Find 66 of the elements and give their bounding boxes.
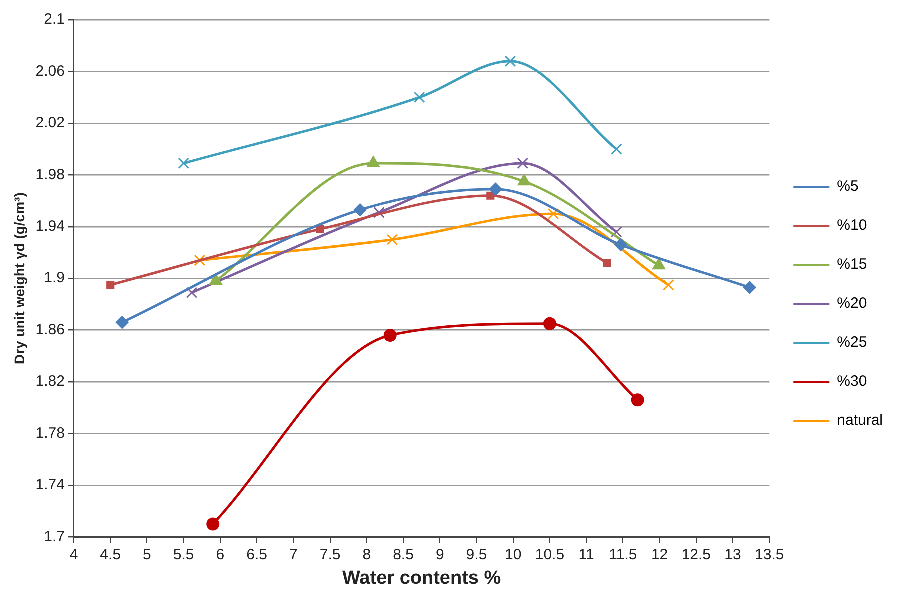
- y-tick-label: 1.78: [36, 424, 65, 442]
- point: [186, 287, 198, 299]
- point: [610, 144, 622, 155]
- x-tick-label: 13: [724, 546, 742, 564]
- legend-label: %20: [837, 295, 868, 312]
- point: [743, 281, 756, 294]
- x-tick-label: 7.5: [320, 546, 341, 564]
- x-tick-label: 9: [436, 546, 444, 564]
- point: [206, 518, 220, 531]
- y-tick-label: 1.98: [36, 166, 65, 184]
- x-tick-label: 10: [505, 546, 522, 564]
- x-axis-title: Water contents %: [342, 568, 502, 589]
- legend-label: %30: [837, 373, 868, 390]
- x-tick-label: 7: [290, 546, 298, 564]
- legend-label: %10: [837, 217, 868, 234]
- y-tick-label: 1.7: [44, 528, 65, 546]
- legend-label: %5: [837, 178, 859, 196]
- point: [603, 259, 612, 268]
- point: [543, 317, 556, 330]
- y-tick-label: 2.1: [44, 11, 65, 28]
- x-tick-label: 4: [70, 546, 78, 564]
- x-tick-label: 5.5: [173, 546, 194, 564]
- point: [374, 206, 386, 218]
- y-tick-label: 2.06: [36, 62, 65, 80]
- point: [384, 328, 397, 342]
- x-tick-label: 11: [578, 546, 594, 564]
- y-tick-label: 1.74: [36, 476, 65, 494]
- point: [386, 234, 398, 246]
- x-tick-label: 12: [651, 546, 668, 564]
- legend-label: %25: [837, 334, 868, 352]
- point: [486, 192, 495, 200]
- point: [517, 158, 529, 170]
- x-tick-label: 12.5: [682, 546, 712, 564]
- point: [354, 204, 367, 217]
- point: [504, 56, 516, 68]
- y-tick-label: 1.86: [36, 321, 65, 338]
- point: [548, 208, 560, 220]
- point: [316, 225, 324, 234]
- x-tick-label: 13.5: [755, 546, 784, 564]
- y-tick-label: 2.02: [36, 114, 65, 132]
- x-tick-label: 5: [143, 546, 152, 564]
- y-tick-label: 1.94: [36, 218, 65, 236]
- y-axis-title: Dry unit weight γd (g/cm³): [11, 192, 28, 365]
- point: [631, 394, 644, 407]
- x-tick-label: 4.5: [100, 546, 122, 564]
- point: [614, 238, 628, 252]
- point: [662, 279, 674, 291]
- point: [106, 281, 115, 290]
- point: [610, 226, 622, 238]
- x-tick-label: 6: [216, 546, 225, 564]
- y-tick-label: 1.82: [36, 373, 65, 390]
- x-tick-label: 8: [362, 546, 372, 564]
- point: [116, 316, 129, 330]
- legend-label: natural: [837, 412, 884, 430]
- point: [489, 182, 502, 196]
- point: [414, 92, 426, 104]
- x-tick-label: 6.5: [246, 546, 268, 564]
- x-tick-label: 8.5: [393, 546, 414, 564]
- point: [366, 156, 380, 168]
- x-tick-label: 11.5: [609, 546, 638, 564]
- legend-label: %15: [837, 256, 868, 274]
- y-tick-label: 1.9: [44, 270, 65, 287]
- x-tick-label: 10.5: [535, 546, 565, 564]
- x-tick-label: 9.5: [466, 546, 488, 564]
- point: [194, 254, 206, 266]
- point: [178, 158, 190, 170]
